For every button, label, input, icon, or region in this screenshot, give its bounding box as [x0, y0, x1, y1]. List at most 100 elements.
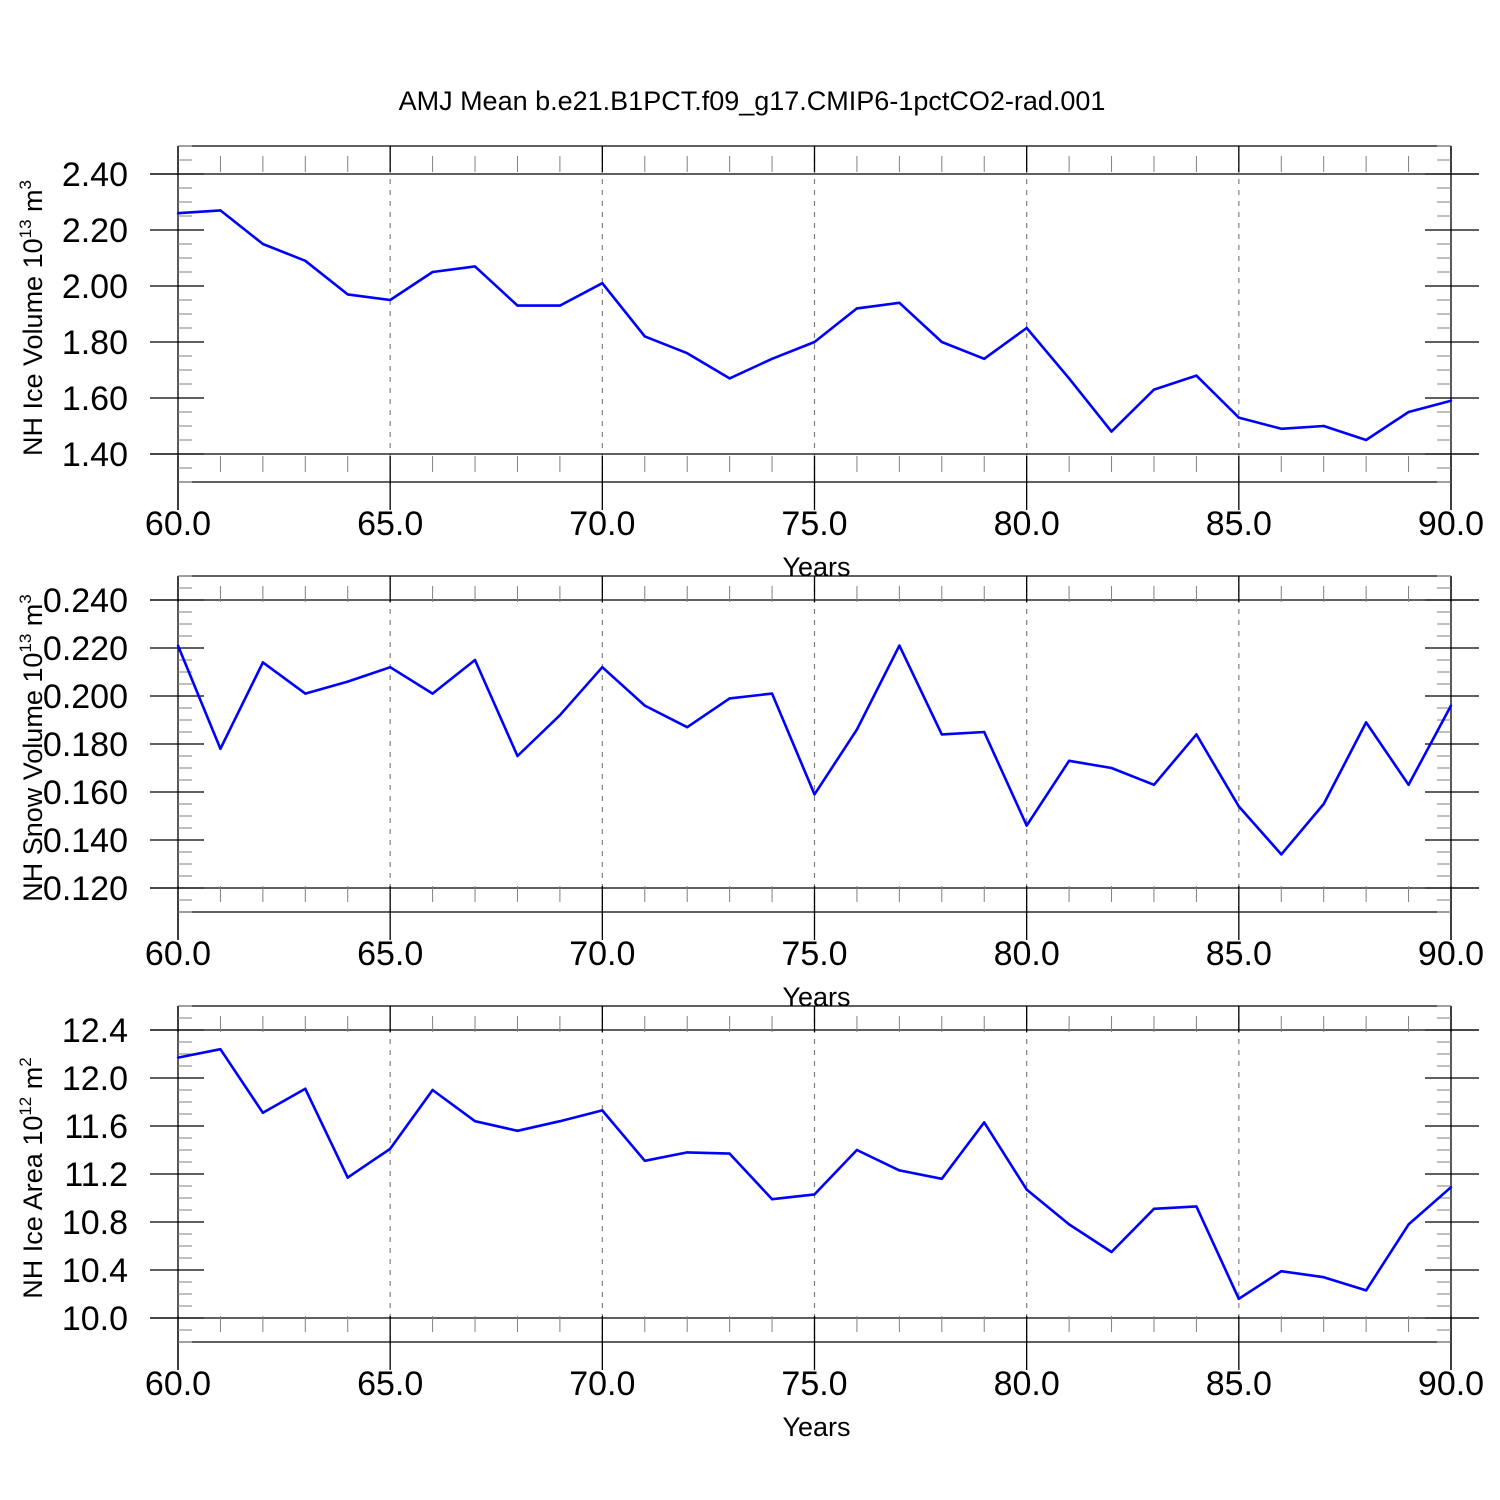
- data-point: [261, 1111, 265, 1115]
- panel-snow-volume: 60.0 65.0 70.0 75.0 80.0 85.0 90.0 0.120 0.140 0.…: [16, 575, 1484, 1012]
- data-point: [601, 1109, 604, 1112]
- data-point: [304, 692, 307, 695]
- y-axis-title-exponent: 3: [16, 594, 35, 603]
- y-axis-title-text: NH Ice Area 10: [18, 1116, 48, 1299]
- y-tick-label: 10.8: [62, 1204, 128, 1242]
- data-point: [813, 1193, 816, 1196]
- data-point: [770, 692, 774, 695]
- data-point: [770, 1198, 774, 1201]
- x-tick-label: 90.0: [1418, 935, 1484, 973]
- y-axis-title-text: m: [18, 604, 48, 634]
- data-point: [855, 728, 859, 731]
- y-tick-label: 1.80: [62, 324, 128, 362]
- data-point: [898, 301, 901, 304]
- x-tick-label: 65.0: [357, 935, 423, 973]
- data-point: [388, 666, 392, 669]
- data-point: [983, 357, 986, 360]
- data-point: [261, 661, 265, 664]
- y-tick-label: 0.180: [43, 726, 128, 764]
- x-tick-label: 90.0: [1418, 505, 1484, 543]
- y-axis-title-text: NH Snow Volume 10: [18, 653, 48, 902]
- data-point: [1280, 427, 1283, 430]
- data-point: [1322, 1276, 1325, 1279]
- x-tick-label: 75.0: [781, 935, 847, 973]
- data-point: [601, 282, 604, 285]
- data-point: [898, 644, 901, 647]
- x-tick-label: 65.0: [357, 505, 423, 543]
- data-point: [1067, 759, 1071, 762]
- data-point: [1280, 853, 1283, 856]
- x-tick-label: 75.0: [781, 505, 847, 543]
- data-point: [1195, 374, 1198, 377]
- x-tick-label: 70.0: [569, 935, 635, 973]
- data-point: [219, 209, 222, 212]
- data-point: [219, 747, 222, 750]
- x-axis-title: Years: [782, 552, 850, 582]
- x-tick-label: 75.0: [781, 1365, 847, 1403]
- y-axis-title-exponent: 2: [16, 1057, 35, 1066]
- y-tick-label: 11.2: [64, 1156, 128, 1194]
- y-tick-label: 10.0: [62, 1300, 128, 1338]
- y-axis-title-exponent: 13: [16, 219, 35, 238]
- x-axis-title: Years: [782, 1412, 850, 1442]
- y-tick-label: 0.240: [43, 582, 128, 620]
- data-point: [1110, 1250, 1113, 1254]
- data-point: [1449, 704, 1453, 707]
- data-point: [176, 1056, 180, 1059]
- data-point: [558, 714, 562, 717]
- panel-ice-area: 60.0 65.0 70.0 75.0 80.0 85.0 90.0 10.0 10.4 10.8…: [16, 1005, 1484, 1442]
- y-axis-title: NH Ice Volume 1013 m3: [16, 180, 48, 456]
- x-tick-label: 70.0: [569, 505, 635, 543]
- panel-ice-volume: 60.0 65.0 70.0 75.0 80.0 85.0 90.0 1.40 1.60 1.80…: [16, 145, 1484, 582]
- data-point: [686, 726, 689, 729]
- data-point: [898, 1169, 901, 1172]
- data-point: [983, 1121, 986, 1124]
- y-tick-label: 2.20: [62, 212, 128, 250]
- data-point: [1237, 416, 1241, 419]
- data-point: [728, 1152, 731, 1155]
- x-tick-label: 80.0: [994, 1365, 1060, 1403]
- y-axis-title-text: NH Ice Volume 10: [18, 238, 48, 456]
- data-point: [1152, 1207, 1156, 1211]
- data-point: [516, 754, 519, 758]
- x-tick-label: 60.0: [145, 935, 211, 973]
- x-tick-label: 85.0: [1206, 505, 1272, 543]
- x-tick-label: 80.0: [994, 935, 1060, 973]
- data-point: [558, 1120, 562, 1123]
- data-point: [431, 270, 434, 274]
- data-point: [473, 658, 477, 662]
- y-tick-label: 10.4: [62, 1252, 128, 1290]
- data-point: [558, 304, 562, 307]
- data-point: [1364, 721, 1368, 724]
- data-point: [388, 298, 392, 302]
- data-point: [813, 340, 816, 344]
- data-point: [1449, 399, 1453, 402]
- data-point: [516, 1129, 519, 1133]
- data-point: [431, 692, 434, 695]
- data-point: [1152, 388, 1156, 391]
- data-point: [304, 259, 307, 262]
- y-axis-title-exponent: 12: [16, 1097, 35, 1116]
- y-axis-title: NH Ice Area 1012 m2: [16, 1057, 48, 1298]
- y-tick-label: 12.4: [62, 1012, 128, 1050]
- data-point: [643, 704, 646, 707]
- y-axis-title-exponent: 3: [16, 180, 35, 189]
- data-point: [940, 340, 943, 344]
- x-axis-title: Years: [782, 982, 850, 1012]
- x-tick-label: 80.0: [994, 505, 1060, 543]
- data-point: [473, 265, 477, 268]
- data-point: [1110, 430, 1113, 433]
- data-point: [1322, 802, 1325, 806]
- data-point: [346, 1176, 349, 1179]
- y-tick-label: 2.00: [62, 268, 128, 306]
- data-point: [261, 242, 265, 246]
- x-tick-label: 85.0: [1206, 1365, 1272, 1403]
- y-tick-label: 11.6: [64, 1108, 128, 1146]
- y-tick-label: 0.200: [43, 678, 128, 716]
- x-tick-label: 90.0: [1418, 1365, 1484, 1403]
- x-tick-label: 70.0: [569, 1365, 635, 1403]
- data-point: [1195, 733, 1198, 736]
- data-point: [983, 730, 986, 734]
- data-point: [1407, 1223, 1410, 1226]
